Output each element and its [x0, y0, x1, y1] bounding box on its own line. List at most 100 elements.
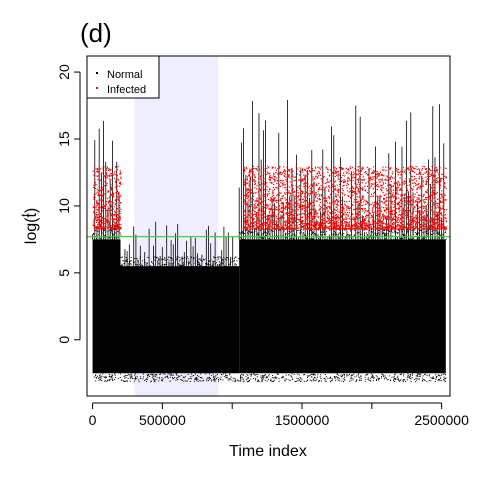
data-point: [108, 196, 110, 198]
data-point: [375, 379, 377, 381]
data-point: [257, 219, 260, 221]
data-point: [390, 203, 392, 205]
data-point: [413, 237, 415, 239]
data-point: [283, 174, 285, 177]
data-point: [102, 217, 105, 220]
data-point: [255, 206, 258, 208]
data-point: [281, 210, 283, 212]
data-point: [106, 212, 109, 215]
data-point: [299, 198, 301, 200]
data-point: [419, 229, 421, 231]
data-point: [420, 227, 422, 229]
data-point: [436, 171, 438, 173]
data-point: [306, 200, 308, 203]
data-point: [156, 377, 158, 379]
data-point: [366, 166, 369, 169]
data-point: [128, 263, 130, 265]
data-point: [346, 184, 348, 187]
data-point: [96, 170, 98, 173]
data-point: [286, 226, 288, 228]
data-point: [296, 380, 298, 382]
data-point: [266, 189, 268, 191]
data-point: [279, 173, 281, 175]
data-point: [407, 166, 409, 169]
data-point: [170, 376, 172, 378]
data-point: [299, 205, 301, 207]
data-point: [398, 197, 400, 199]
data-point: [297, 214, 299, 216]
data-point: [258, 220, 261, 222]
data-point: [260, 377, 262, 379]
data-point: [413, 219, 416, 221]
data-point: [438, 378, 440, 380]
data-point: [389, 210, 392, 213]
data-point: [167, 377, 169, 379]
data-point: [356, 232, 358, 234]
data-point: [291, 185, 293, 187]
data-point: [263, 375, 265, 377]
data-point: [257, 165, 259, 168]
data-point: [424, 379, 426, 381]
data-point: [376, 175, 378, 178]
data-point: [403, 379, 405, 381]
data-point: [435, 207, 437, 209]
data-point: [388, 211, 390, 213]
data-point: [118, 226, 120, 229]
data-point: [416, 218, 418, 220]
data-point: [428, 175, 430, 178]
data-point: [363, 201, 365, 203]
data-point: [401, 220, 403, 222]
data-point: [438, 213, 440, 215]
data-point: [364, 185, 366, 188]
data-point: [400, 189, 402, 191]
data-point: [130, 263, 132, 265]
data-point: [362, 216, 365, 218]
data-point: [96, 216, 99, 218]
data-point: [388, 187, 390, 189]
data-point: [349, 221, 351, 223]
data-point: [235, 264, 237, 266]
data-point: [95, 377, 97, 379]
data-point: [431, 218, 433, 220]
data-point: [112, 192, 114, 194]
data-point: [195, 377, 197, 379]
data-point: [171, 263, 173, 265]
data-point: [113, 206, 116, 208]
data-point: [179, 259, 181, 261]
data-point: [283, 182, 285, 184]
data-point: [222, 259, 224, 261]
data-point: [372, 202, 374, 204]
data-point: [346, 201, 348, 203]
data-point: [274, 197, 276, 199]
data-point: [193, 374, 195, 376]
data-point: [252, 191, 254, 193]
data-point: [256, 200, 259, 202]
data-point: [289, 181, 291, 183]
data-point: [285, 227, 288, 229]
data-point: [325, 186, 328, 188]
data-point: [396, 198, 398, 200]
data-point: [297, 229, 299, 231]
data-point: [112, 379, 114, 381]
data-point: [119, 172, 122, 174]
data-point: [189, 262, 191, 264]
data-point: [250, 179, 252, 181]
data-point: [98, 227, 100, 229]
data-point: [355, 380, 357, 382]
data-point: [262, 200, 264, 202]
data-point: [112, 194, 114, 196]
data-point: [259, 202, 261, 204]
data-point: [117, 218, 119, 220]
data-point: [130, 373, 132, 375]
data-point: [296, 377, 298, 379]
data-point: [376, 203, 378, 205]
data-point: [134, 380, 136, 382]
data-point: [355, 192, 357, 195]
data-point: [109, 380, 111, 382]
data-point: [346, 217, 348, 219]
data-point: [108, 175, 110, 177]
data-point: [415, 375, 417, 377]
data-point: [391, 225, 393, 227]
data-point: [110, 172, 113, 175]
data-point: [387, 179, 389, 181]
